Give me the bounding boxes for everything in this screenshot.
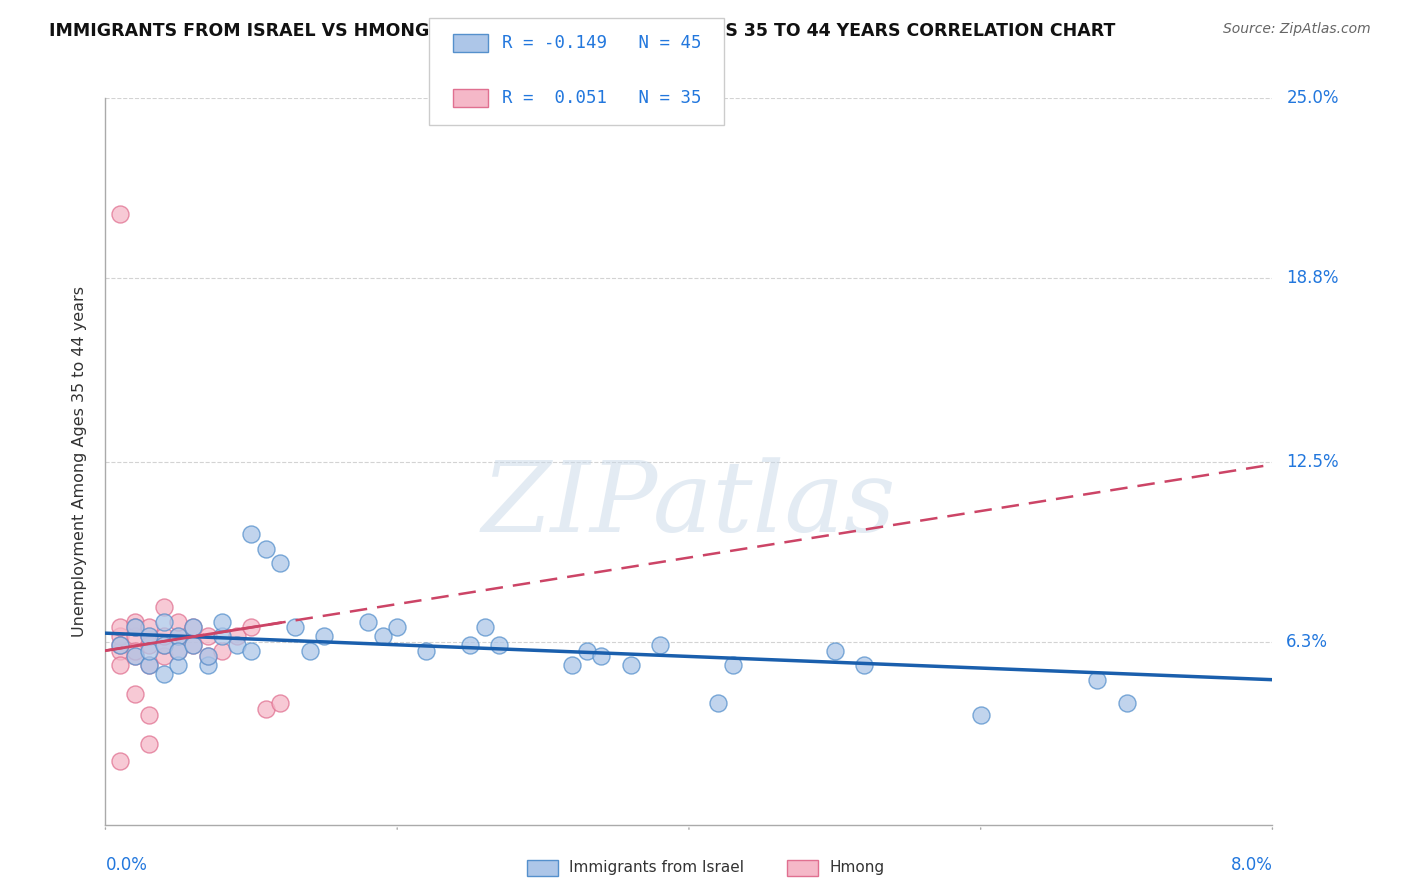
Point [181,638,204,652]
Point [415,643,437,657]
Point [970,707,993,722]
Point [153,638,174,652]
Text: 18.8%: 18.8% [1286,269,1339,287]
Point [1087,673,1109,687]
Point [138,658,160,673]
Point [138,629,160,643]
Point [138,737,160,751]
Point [314,629,336,643]
Point [167,629,190,643]
Point [138,658,160,673]
Y-axis label: Unemployment Among Ages 35 to 44 years: Unemployment Among Ages 35 to 44 years [72,286,87,637]
Point [124,649,146,664]
Point [385,620,409,634]
Text: Immigrants from Israel: Immigrants from Israel [569,861,744,875]
Point [124,687,146,701]
Point [197,649,219,664]
Text: IMMIGRANTS FROM ISRAEL VS HMONG UNEMPLOYMENT AMONG AGES 35 TO 44 YEARS CORRELATI: IMMIGRANTS FROM ISRAEL VS HMONG UNEMPLOY… [49,22,1115,40]
Point [167,629,190,643]
Point [181,620,204,634]
Point [1115,696,1137,710]
Point [108,620,131,634]
Point [124,620,146,634]
Point [124,643,146,657]
Point [225,638,247,652]
Point [357,615,380,629]
Text: 25.0%: 25.0% [1286,89,1339,107]
Point [108,638,131,652]
Point [240,527,263,541]
Point [181,638,204,652]
Point [108,658,131,673]
Point [153,666,174,681]
Text: ZIPatlas: ZIPatlas [482,458,896,553]
Point [648,638,671,652]
Text: R =  0.051   N = 35: R = 0.051 N = 35 [502,89,702,107]
Text: Source: ZipAtlas.com: Source: ZipAtlas.com [1223,22,1371,37]
Point [270,696,292,710]
Point [240,620,263,634]
Point [197,629,219,643]
Point [108,643,131,657]
Point [211,643,233,657]
Point [561,658,583,673]
Text: R = -0.149   N = 45: R = -0.149 N = 45 [502,34,702,52]
Point [153,629,174,643]
Point [211,629,233,643]
Point [619,658,641,673]
Point [153,638,174,652]
Point [211,615,233,629]
Point [153,615,174,629]
Point [575,643,598,657]
Point [707,696,730,710]
Point [108,629,131,643]
Point [371,629,394,643]
Point [108,638,131,652]
Point [167,643,190,657]
Point [167,643,190,657]
Point [108,754,131,768]
Point [124,649,146,664]
Point [474,620,496,634]
Point [181,620,204,634]
Point [298,643,321,657]
Point [254,702,277,716]
Point [591,649,613,664]
Point [270,557,292,571]
Text: 6.3%: 6.3% [1286,633,1329,651]
Point [240,643,263,657]
Point [254,541,277,556]
Point [124,629,146,643]
Point [852,658,875,673]
Point [138,707,160,722]
Point [721,658,744,673]
Point [167,658,190,673]
Point [153,600,174,615]
Point [197,658,219,673]
Point [167,615,190,629]
Point [197,649,219,664]
Point [138,620,160,634]
Text: 8.0%: 8.0% [1230,855,1272,873]
Point [824,643,846,657]
Point [138,643,160,657]
Text: Hmong: Hmong [830,861,884,875]
Point [138,629,160,643]
Point [488,638,510,652]
Point [124,620,146,634]
Point [124,615,146,629]
Point [458,638,481,652]
Point [225,629,247,643]
Point [138,638,160,652]
Point [108,207,131,221]
Text: 0.0%: 0.0% [105,855,148,873]
Text: 12.5%: 12.5% [1286,452,1339,471]
Point [284,620,307,634]
Point [153,649,174,664]
